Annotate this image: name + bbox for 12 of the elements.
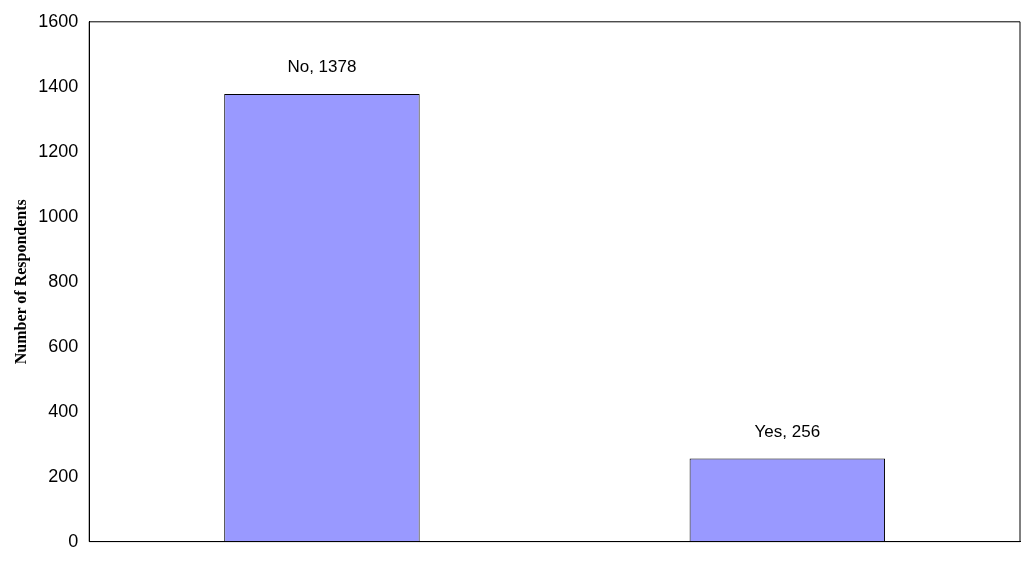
- y-axis-title: Number of Respondents: [11, 199, 30, 365]
- y-tick-label: 1400: [38, 75, 79, 96]
- y-tick-label: 0: [68, 530, 79, 551]
- y-tick-label: 800: [48, 270, 79, 291]
- y-tick-label: 600: [48, 335, 79, 356]
- y-tick-label: 1200: [38, 140, 79, 161]
- data-label: No, 1378: [287, 57, 357, 77]
- y-tick-label: 400: [48, 400, 79, 421]
- y-tick-label: 200: [48, 465, 79, 486]
- y-tick-label: 1000: [38, 205, 79, 226]
- data-label: Yes, 256: [754, 421, 821, 441]
- y-tick-label: 1600: [38, 10, 79, 31]
